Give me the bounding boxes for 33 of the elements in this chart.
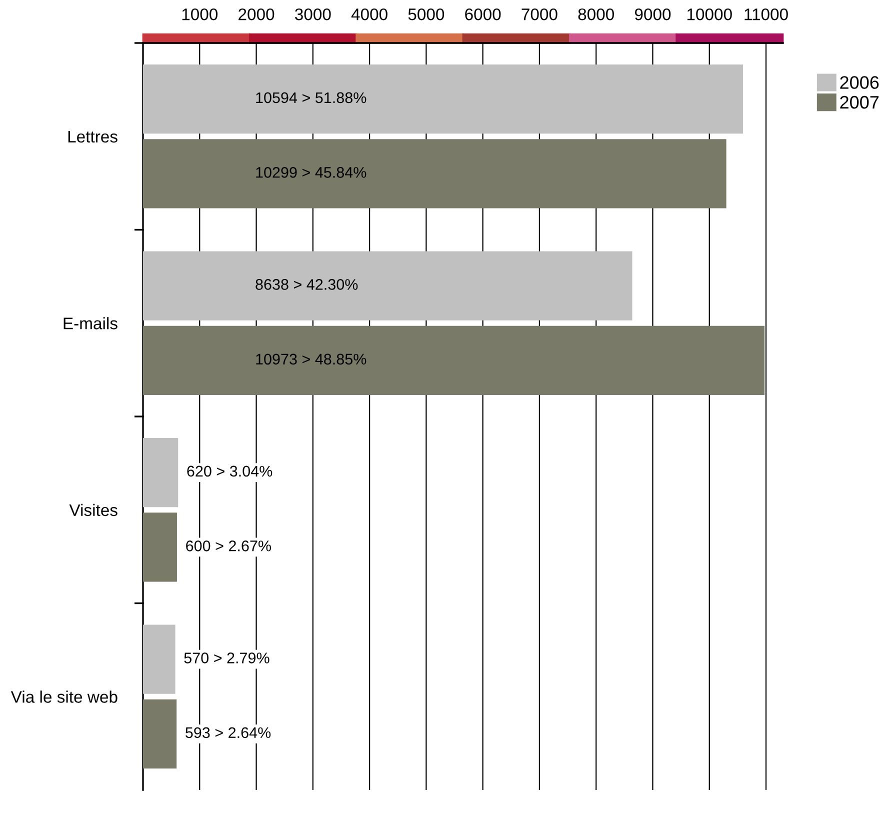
data-label: 10973 > 48.85% bbox=[256, 354, 366, 365]
bar bbox=[143, 624, 176, 694]
y-tick-label: Lettres bbox=[68, 130, 118, 143]
data-label: 10299 > 45.84% bbox=[256, 167, 366, 178]
bar bbox=[143, 64, 744, 134]
data-label: 600 > 2.67% bbox=[186, 540, 271, 552]
x-tick-label: 5000 bbox=[408, 8, 444, 20]
data-label: 10594 > 51.88% bbox=[256, 92, 366, 104]
data-label: 593 > 2.64% bbox=[186, 727, 271, 738]
data-label: 620 > 3.04% bbox=[187, 466, 272, 477]
x-tick-label: 3000 bbox=[295, 8, 331, 20]
x-tick-label: 6000 bbox=[465, 8, 501, 20]
bar bbox=[143, 251, 632, 320]
bar bbox=[143, 326, 764, 396]
x-tick-label: 7000 bbox=[522, 8, 558, 20]
x-tick-label: 1000 bbox=[182, 8, 218, 20]
x-tick-label: 2000 bbox=[238, 8, 274, 20]
y-tick-label: E-mails bbox=[64, 317, 118, 330]
x-tick-label: 4000 bbox=[351, 8, 388, 20]
bar bbox=[143, 699, 177, 769]
y-tick-label: Visites bbox=[69, 504, 118, 516]
x-tick-label: 11000 bbox=[744, 8, 788, 20]
x-tick-label: 8000 bbox=[578, 8, 614, 20]
data-label: 570 > 2.79% bbox=[184, 652, 270, 664]
x-tick-label: 10000 bbox=[687, 8, 732, 20]
data-label: 8638 > 42.30% bbox=[256, 279, 358, 290]
bar bbox=[143, 139, 726, 208]
legend-label: 2006 bbox=[840, 76, 879, 89]
bar bbox=[143, 438, 178, 508]
bar bbox=[143, 512, 177, 582]
legend-label: 2007 bbox=[840, 96, 879, 109]
y-tick-label: Via le site web bbox=[10, 690, 118, 703]
x-tick-label: 9000 bbox=[634, 8, 671, 20]
